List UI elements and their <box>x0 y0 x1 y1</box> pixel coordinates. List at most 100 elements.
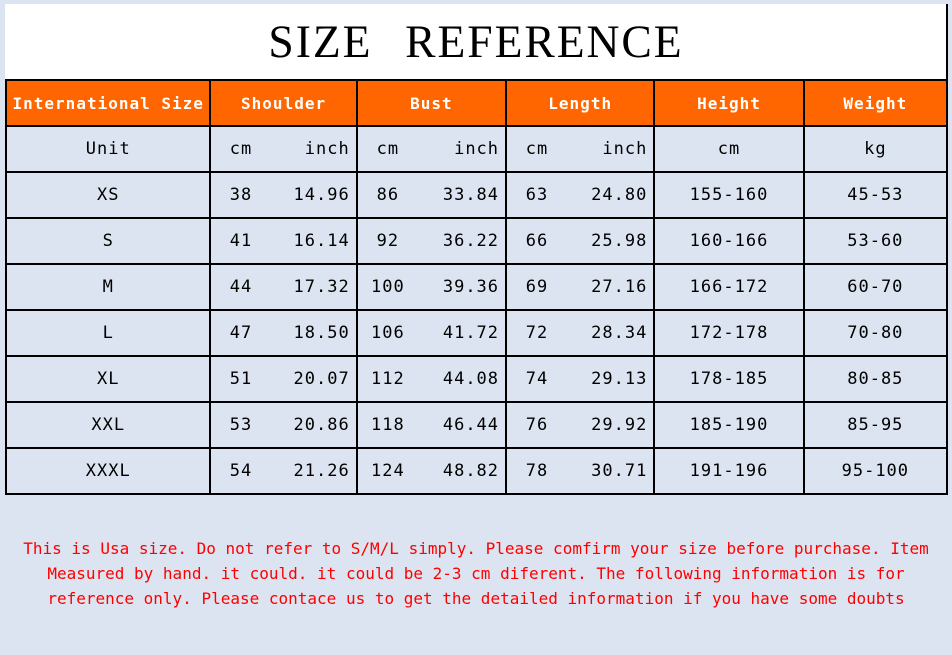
shoulder-cell: 44 17.32 <box>209 263 358 311</box>
bust-cell: 112 44.08 <box>355 355 508 403</box>
length-inch-value: 25.98 <box>591 231 648 251</box>
size-label-cell: M <box>4 263 212 311</box>
weight-unit-cell: kg <box>802 125 949 173</box>
size-label-cell: S <box>4 217 212 265</box>
size-label-cell: L <box>4 309 212 357</box>
bust-unit-cm: cm <box>376 139 400 159</box>
length-inch-value: 30.71 <box>591 461 648 481</box>
bust-inch-value: 44.08 <box>442 369 500 389</box>
length-inch-value: 24.80 <box>591 185 648 205</box>
bust-unit-cell: cm inch <box>355 125 508 173</box>
shoulder-cell: 41 16.14 <box>209 217 358 265</box>
bust-inch-value: 46.44 <box>442 415 500 435</box>
shoulder-inch-value: 20.07 <box>293 369 350 389</box>
bust-cm-value: 100 <box>371 277 405 297</box>
length-cell: 76 29.92 <box>505 401 656 449</box>
bust-cm-value: 118 <box>371 415 405 435</box>
bust-inch-value: 48.82 <box>442 461 500 481</box>
length-cell: 74 29.13 <box>505 355 656 403</box>
shoulder-unit-inch: inch <box>304 139 350 159</box>
shoulder-inch-value: 16.14 <box>293 231 350 251</box>
length-unit-cm: cm <box>525 139 549 159</box>
height-cell: 166-172 <box>653 263 805 311</box>
height-cell: 191-196 <box>653 447 805 495</box>
disclaimer-line: reference only. Please contace us to get… <box>47 589 905 608</box>
size-label-cell: XXXL <box>4 447 212 495</box>
length-cell: 63 24.80 <box>505 171 656 219</box>
height-cell: 172-178 <box>653 309 805 357</box>
weight-cell: 70-80 <box>802 309 949 357</box>
length-inch-value: 29.92 <box>591 415 648 435</box>
shoulder-inch-value: 20.86 <box>293 415 350 435</box>
shoulder-cell: 38 14.96 <box>209 171 358 219</box>
disclaimer-line: Measured by hand. it could. it could be … <box>47 564 905 583</box>
bust-inch-value: 41.72 <box>442 323 500 343</box>
shoulder-cm-value: 54 <box>229 461 253 481</box>
height-cell: 160-166 <box>653 217 805 265</box>
header-row: International Size Shoulder Bust Length … <box>4 79 949 127</box>
shoulder-cell: 51 20.07 <box>209 355 358 403</box>
length-unit-cell: cm inch <box>505 125 656 173</box>
unit-label-cell: Unit <box>4 125 212 173</box>
length-cell: 66 25.98 <box>505 217 656 265</box>
height-cell: 155-160 <box>653 171 805 219</box>
weight-cell: 85-95 <box>802 401 949 449</box>
height-cell: 178-185 <box>653 355 805 403</box>
header-weight: Weight <box>802 79 949 127</box>
table-row: XS 38 14.96 86 33.84 63 24.80 155-160 45-53 <box>4 171 949 219</box>
table-row: XXXL 54 21.26 124 48.82 78 30.71 191-196 95-100 <box>4 447 949 495</box>
length-cm-value: 76 <box>525 415 549 435</box>
bust-cell: 100 39.36 <box>355 263 508 311</box>
length-cell: 72 28.34 <box>505 309 656 357</box>
header-international-size: International Size <box>4 79 212 127</box>
disclaimer-line: This is Usa size. Do not refer to S/M/L … <box>23 539 929 558</box>
table-row: L 47 18.50 106 41.72 72 28.34 172-178 70-80 <box>4 309 949 357</box>
table-row: S 41 16.14 92 36.22 66 25.98 160-166 53-60 <box>4 217 949 265</box>
height-unit-cell: cm <box>653 125 805 173</box>
shoulder-cm-value: 53 <box>229 415 253 435</box>
bust-unit-inch: inch <box>454 139 500 159</box>
bust-cell: 124 48.82 <box>355 447 508 495</box>
bust-cell: 92 36.22 <box>355 217 508 265</box>
shoulder-unit-cell: cm inch <box>209 125 358 173</box>
length-cm-value: 66 <box>525 231 549 251</box>
shoulder-cm-value: 44 <box>229 277 253 297</box>
size-table-body: Unit cm inch cm inch cm inch cm <box>4 125 949 495</box>
shoulder-cell: 54 21.26 <box>209 447 358 495</box>
table-row: XL 51 20.07 112 44.08 74 29.13 178-185 80-85 <box>4 355 949 403</box>
table-row: XXL 53 20.86 118 46.44 76 29.92 185-190 85-95 <box>4 401 949 449</box>
shoulder-unit-cm: cm <box>229 139 253 159</box>
length-inch-value: 29.13 <box>591 369 648 389</box>
shoulder-cm-value: 41 <box>229 231 253 251</box>
size-reference-table: International Size Shoulder Bust Length … <box>4 79 949 495</box>
unit-row: Unit cm inch cm inch cm inch cm <box>4 125 949 173</box>
bust-cm-value: 86 <box>376 185 400 205</box>
header-shoulder: Shoulder <box>209 79 358 127</box>
title-band: SIZE REFERENCE <box>5 4 948 79</box>
length-inch-value: 27.16 <box>591 277 648 297</box>
length-cm-value: 72 <box>525 323 549 343</box>
size-label-cell: XL <box>4 355 212 403</box>
shoulder-cm-value: 38 <box>229 185 253 205</box>
length-cell: 69 27.16 <box>505 263 656 311</box>
table-row: M 44 17.32 100 39.36 69 27.16 166-172 60-70 <box>4 263 949 311</box>
weight-cell: 45-53 <box>802 171 949 219</box>
length-cell: 78 30.71 <box>505 447 656 495</box>
weight-cell: 95-100 <box>802 447 949 495</box>
length-cm-value: 74 <box>525 369 549 389</box>
shoulder-cm-value: 51 <box>229 369 253 389</box>
shoulder-cm-value: 47 <box>229 323 253 343</box>
shoulder-inch-value: 21.26 <box>293 461 350 481</box>
bust-cm-value: 92 <box>376 231 400 251</box>
disclaimer-note: This is Usa size. Do not refer to S/M/L … <box>0 536 952 611</box>
bust-cell: 86 33.84 <box>355 171 508 219</box>
header-length: Length <box>505 79 656 127</box>
header-height: Height <box>653 79 805 127</box>
bust-inch-value: 39.36 <box>442 277 500 297</box>
weight-cell: 80-85 <box>802 355 949 403</box>
bust-cm-value: 112 <box>371 369 405 389</box>
length-cm-value: 69 <box>525 277 549 297</box>
height-cell: 185-190 <box>653 401 805 449</box>
shoulder-inch-value: 14.96 <box>293 185 350 205</box>
bust-inch-value: 36.22 <box>442 231 500 251</box>
